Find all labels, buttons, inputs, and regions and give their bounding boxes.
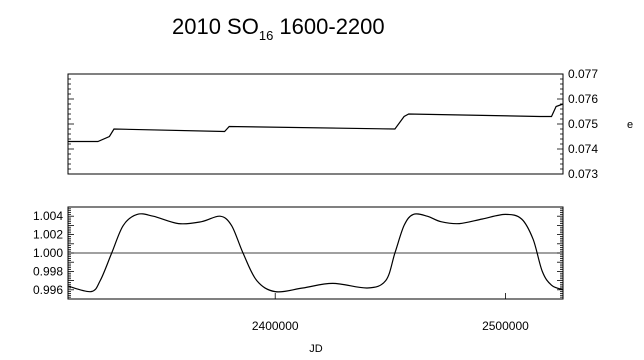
top-ytick-label: 0.075 <box>568 117 598 131</box>
bottom-ytick-label: 1.000 <box>33 246 63 260</box>
top-panel-ticks <box>68 73 563 175</box>
top-ytick-label: 0.073 <box>568 167 598 181</box>
ratio-series <box>67 213 564 293</box>
xtick-label: 2500000 <box>482 319 529 333</box>
top-ytick-label: 0.074 <box>568 142 598 156</box>
top-panel-ylabel: e <box>627 119 633 131</box>
x-axis-label: JD <box>309 343 323 355</box>
top-ytick-label: 0.077 <box>568 67 598 81</box>
top-panel-frame <box>67 73 564 175</box>
top-panel-tick-labels: 0.077 0.076 0.075 0.074 0.073 <box>568 67 598 181</box>
bottom-ytick-label: 1.004 <box>33 209 63 223</box>
xtick-label: 2400000 <box>252 319 299 333</box>
bottom-ytick-label: 0.996 <box>33 283 63 297</box>
chart-title: 2010 SO16 1600-2200 <box>172 14 385 43</box>
eccentricity-series <box>68 103 564 143</box>
bottom-panel-tick-labels: 1.004 1.002 1.000 0.998 0.996 2400000 2500000 <box>33 209 529 333</box>
bottom-ytick-label: 1.002 <box>33 228 63 242</box>
bottom-ytick-label: 0.998 <box>33 264 63 278</box>
top-panel: 0.077 0.076 0.075 0.074 0.073 e <box>67 67 633 181</box>
top-ytick-label: 0.076 <box>568 92 598 106</box>
bottom-panel-ticks <box>68 206 563 300</box>
